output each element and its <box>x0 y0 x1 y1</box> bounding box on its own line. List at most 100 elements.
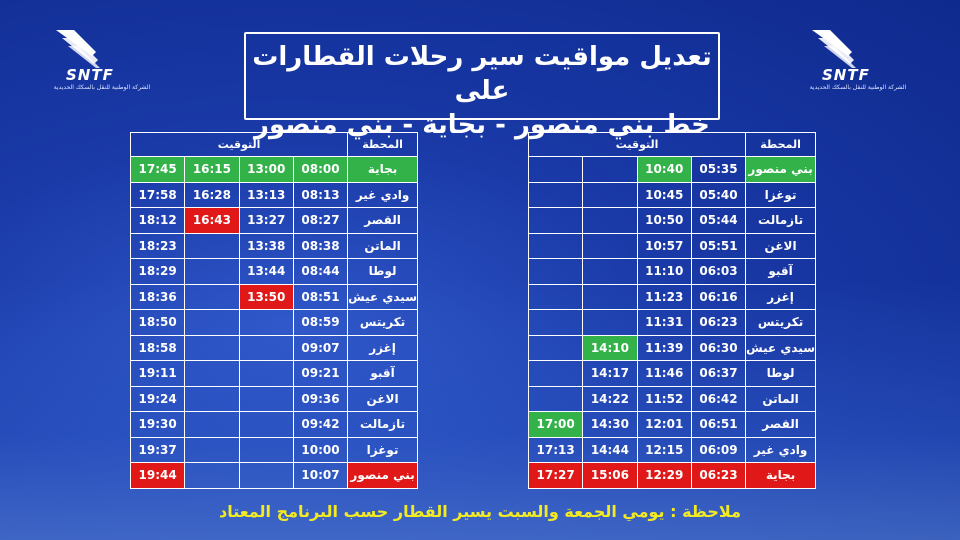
time-cell: 10:57 <box>636 232 692 259</box>
station-cell: لوطا <box>347 258 418 285</box>
time-cell: 05:40 <box>690 181 747 208</box>
time-cell: 13:00 <box>238 156 294 183</box>
time-cell: 05:44 <box>690 207 747 234</box>
time-cell: 13:13 <box>238 181 294 208</box>
time-cell <box>527 207 584 234</box>
time-cell: 19:44 <box>129 462 186 489</box>
brand-name: SNTF <box>66 66 114 84</box>
time-cell <box>184 360 240 387</box>
footer-note: ملاحظة : يومي الجمعة والسبت يسير القطار … <box>219 502 741 521</box>
station-cell: الماتن <box>347 232 418 259</box>
time-cell: 09:21 <box>292 360 349 387</box>
station-cell: القصر <box>745 411 816 438</box>
time-cell: 18:29 <box>129 258 186 285</box>
time-cell: 09:36 <box>292 385 349 412</box>
time-cell: 14:30 <box>582 411 638 438</box>
table-row: بني منصور 10:07 19:44 <box>129 462 418 489</box>
time-cell: 08:13 <box>292 181 349 208</box>
table-body: بني منصور 05:35 10:40 توغزا 05:40 10:45 تازمال… <box>527 156 816 489</box>
table-row: لوطا 08:44 13:44 18:29 <box>129 258 418 285</box>
station-cell: سيدي عيش <box>347 283 418 310</box>
table-row: تازمالت 05:44 10:50 <box>527 207 816 234</box>
time-cell <box>527 181 584 208</box>
time-cell: 13:44 <box>238 258 294 285</box>
time-cell: 11:31 <box>636 309 692 336</box>
header-station: المحطة <box>745 132 816 157</box>
station-cell: بجاية <box>347 156 418 183</box>
time-cell: 11:10 <box>636 258 692 285</box>
time-cell <box>184 334 240 361</box>
station-cell: بني منصور <box>347 462 418 489</box>
time-cell: 08:59 <box>292 309 349 336</box>
time-cell: 06:23 <box>690 462 747 489</box>
station-cell: الاغن <box>347 385 418 412</box>
time-cell: 06:30 <box>690 334 747 361</box>
time-cell: 05:35 <box>690 156 747 183</box>
time-cell <box>582 309 638 336</box>
station-cell: إغزر <box>347 334 418 361</box>
station-cell: سيدي عيش <box>745 334 816 361</box>
time-cell: 08:27 <box>292 207 349 234</box>
time-cell <box>184 436 240 463</box>
time-cell <box>527 156 584 183</box>
time-cell <box>527 360 584 387</box>
timetable-bejaia-to-beni-mansour: المحطة التوقيت بجاية 08:00 13:00 16:15 17:45… <box>129 132 418 489</box>
table-row: وادي غير 06:09 12:15 14:44 17:13 <box>527 436 816 463</box>
table-row: سيدي عيش 06:30 11:39 14:10 <box>527 334 816 361</box>
time-cell <box>582 283 638 310</box>
time-cell: 19:30 <box>129 411 186 438</box>
table-row: بجاية 08:00 13:00 16:15 17:45 <box>129 156 418 183</box>
time-cell: 09:07 <box>292 334 349 361</box>
station-cell: تكريتس <box>347 309 418 336</box>
time-cell <box>184 385 240 412</box>
time-cell: 10:07 <box>292 462 349 489</box>
station-cell: آقبو <box>347 360 418 387</box>
table-row: الاغن 05:51 10:57 <box>527 232 816 259</box>
table-row: الماتن 06:42 11:52 14:22 <box>527 385 816 412</box>
time-cell: 14:10 <box>582 334 638 361</box>
table-row: إغزر 09:07 18:58 <box>129 334 418 361</box>
brand-subtitle: الشركة الوطنية للنقل بالسكك الحديدية <box>53 84 151 91</box>
station-cell: الماتن <box>745 385 816 412</box>
table-header-row: المحطة التوقيت <box>129 132 418 157</box>
header-time: التوقيت <box>527 132 747 157</box>
time-cell: 06:23 <box>690 309 747 336</box>
time-cell <box>184 283 240 310</box>
station-cell: تازمالت <box>347 411 418 438</box>
table-row: تازمالت 09:42 19:30 <box>129 411 418 438</box>
time-cell: 06:37 <box>690 360 747 387</box>
station-cell: آقبو <box>745 258 816 285</box>
time-cell <box>582 258 638 285</box>
time-cell: 12:29 <box>636 462 692 489</box>
title-line-1: تعديل مواقيت سير رحلات القطارات على <box>252 42 712 106</box>
sntf-emblem-icon <box>812 30 856 68</box>
time-cell: 17:13 <box>527 436 584 463</box>
time-cell <box>184 462 240 489</box>
time-cell <box>238 411 294 438</box>
time-cell <box>527 258 584 285</box>
time-cell: 09:42 <box>292 411 349 438</box>
time-cell <box>184 309 240 336</box>
time-cell: 14:17 <box>582 360 638 387</box>
time-cell: 08:44 <box>292 258 349 285</box>
timetable-beni-mansour-to-bejaia: المحطة التوقيت بني منصور 05:35 10:40 توغزا 0… <box>527 132 816 489</box>
time-cell: 10:50 <box>636 207 692 234</box>
table-row: آقبو 06:03 11:10 <box>527 258 816 285</box>
time-cell: 17:00 <box>527 411 584 438</box>
time-cell: 18:12 <box>129 207 186 234</box>
time-cell <box>238 309 294 336</box>
time-cell: 13:27 <box>238 207 294 234</box>
sntf-logo-right: SNTF الشركة الوطنية للنقل بالسكك الحديدي… <box>808 26 908 96</box>
time-cell: 19:37 <box>129 436 186 463</box>
time-cell <box>238 385 294 412</box>
time-cell <box>527 334 584 361</box>
time-cell: 12:15 <box>636 436 692 463</box>
time-cell <box>527 283 584 310</box>
time-cell: 12:01 <box>636 411 692 438</box>
time-cell: 15:06 <box>582 462 638 489</box>
brand-subtitle: الشركة الوطنية للنقل بالسكك الحديدية <box>809 84 907 91</box>
time-cell: 13:38 <box>238 232 294 259</box>
table-row: بني منصور 05:35 10:40 <box>527 156 816 183</box>
time-cell <box>527 309 584 336</box>
time-cell: 13:50 <box>238 283 294 310</box>
